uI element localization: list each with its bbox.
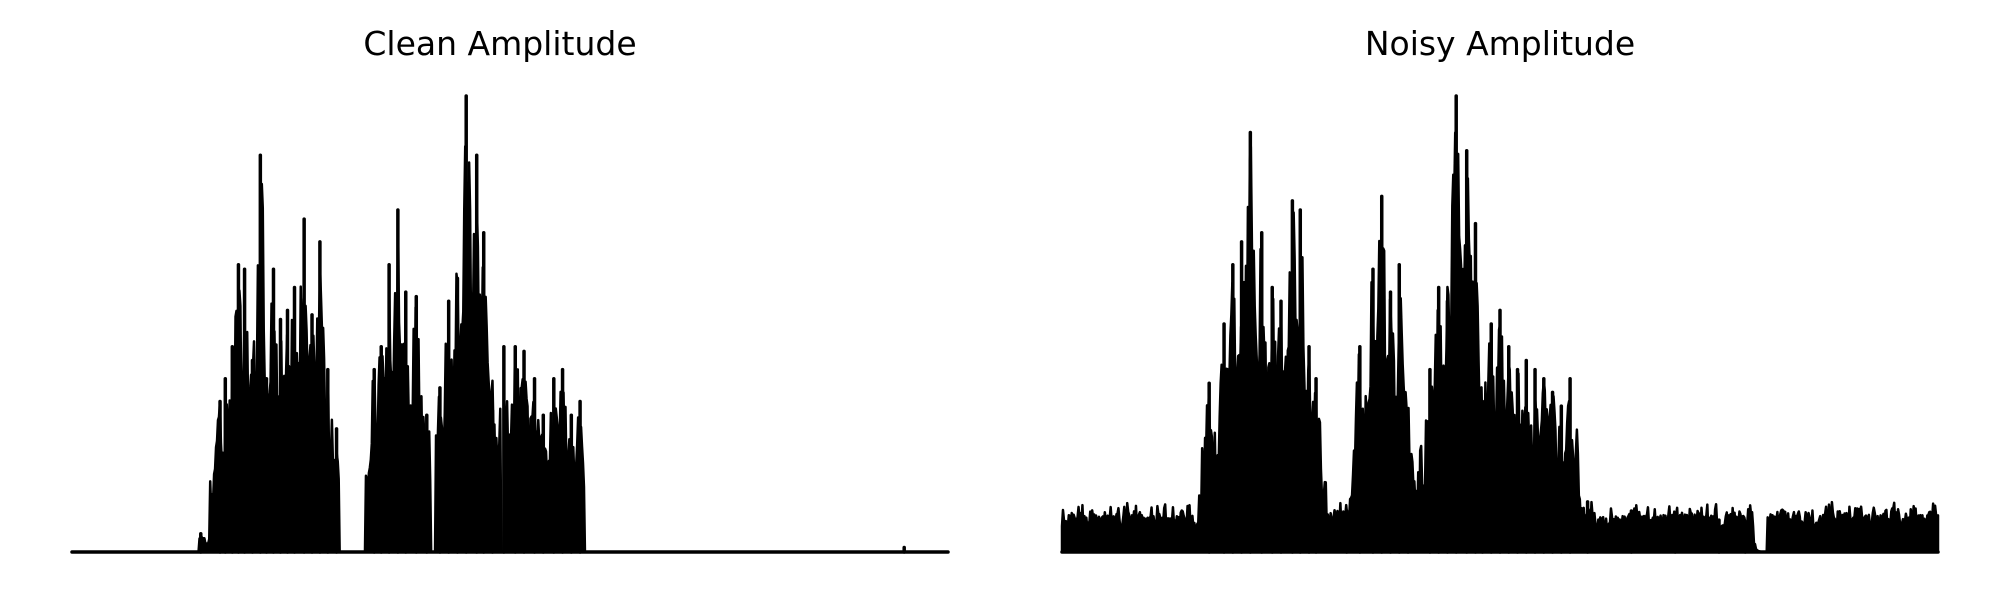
clean-amplitude-envelope — [70, 145, 950, 554]
noisy-amplitude-plot — [1060, 94, 1940, 554]
clean-amplitude-title: Clean Amplitude — [363, 24, 637, 63]
noisy-amplitude-panel: Noisy Amplitude — [1000, 0, 2000, 600]
noisy-amplitude-title: Noisy Amplitude — [1364, 24, 1636, 63]
clean-amplitude-panel: Clean Amplitude — [70, 24, 950, 554]
clean-amplitude-plot — [70, 94, 950, 554]
